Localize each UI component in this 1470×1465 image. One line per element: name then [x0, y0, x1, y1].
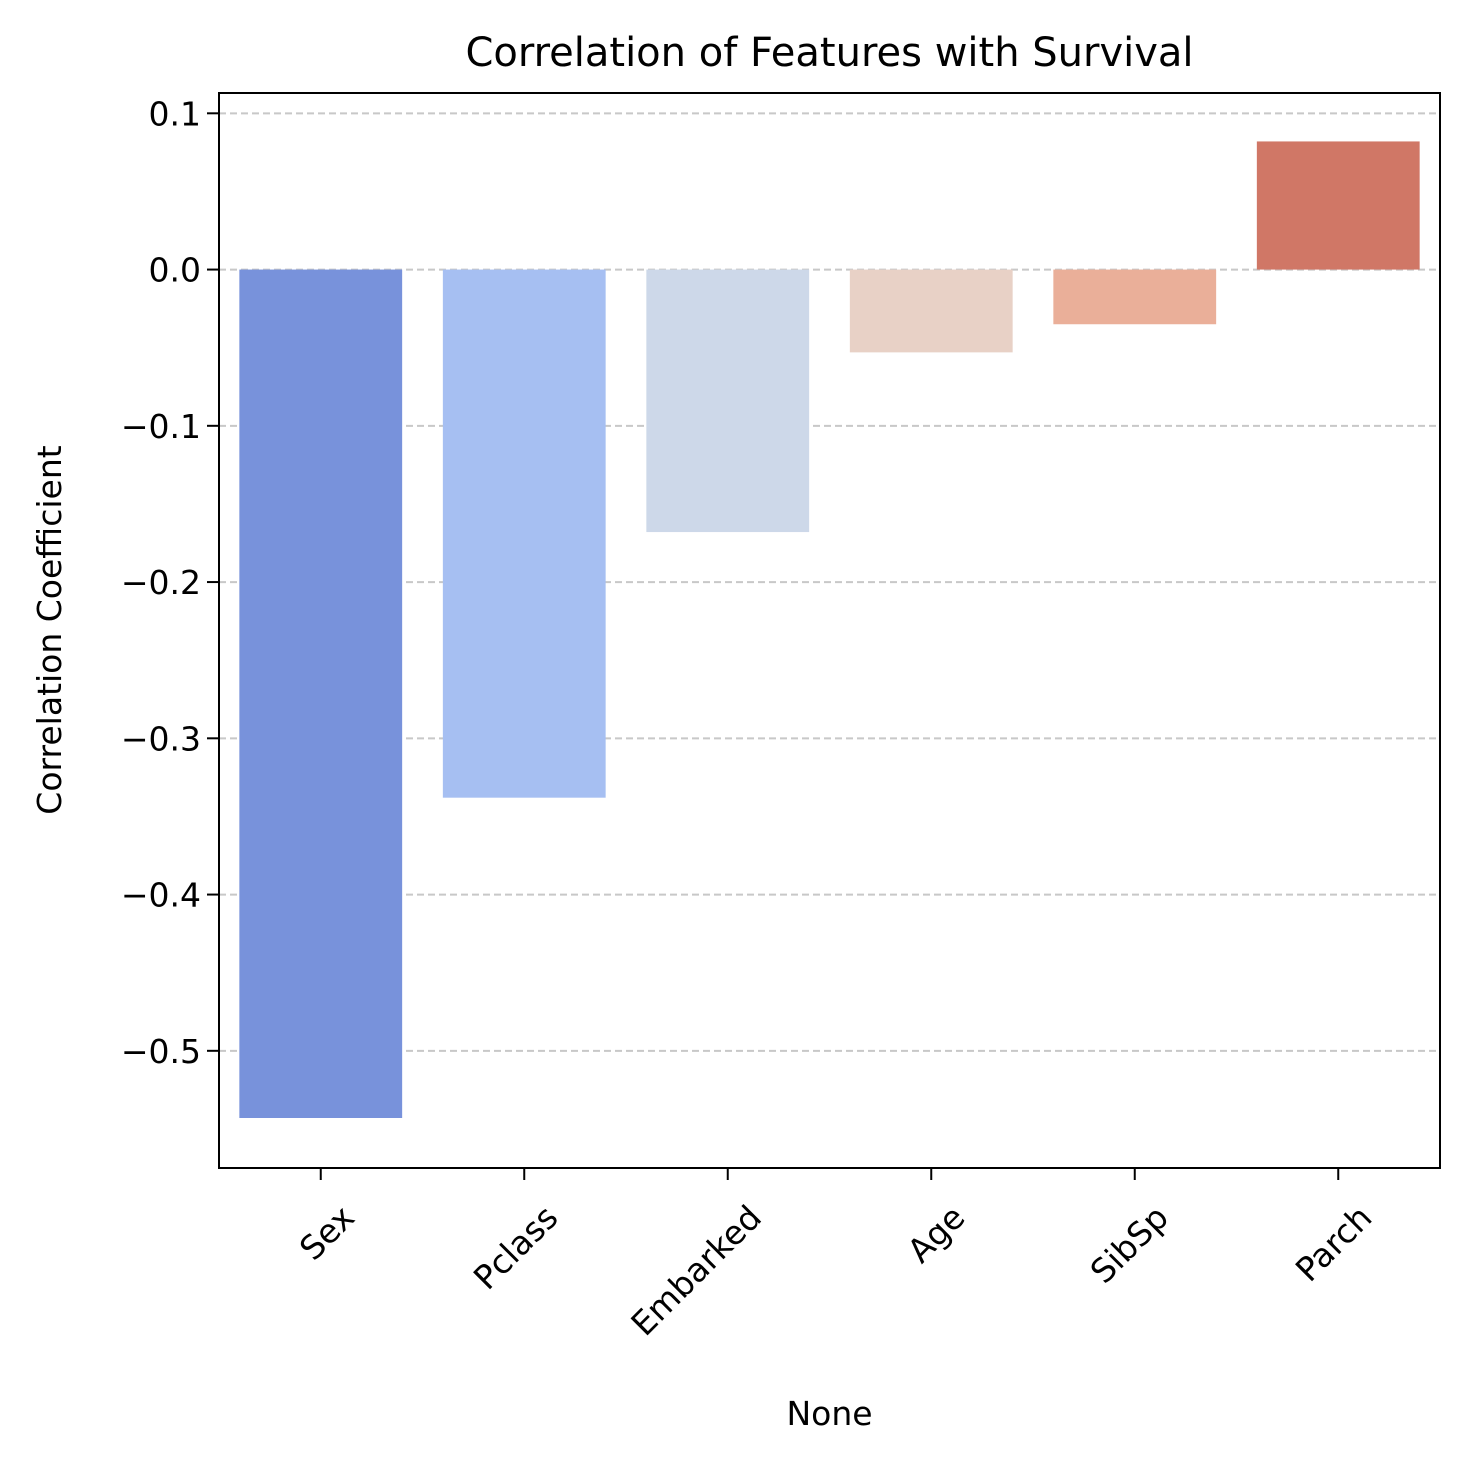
bar-sibsp	[1053, 269, 1217, 325]
chart-title: Correlation of Features with Survival	[465, 30, 1193, 76]
y-axis-title: Correlation Coefficient	[30, 445, 69, 814]
y-tick-label: 0.1	[149, 94, 201, 133]
y-tick-label: −0.1	[121, 407, 201, 446]
bar-embarked	[646, 269, 810, 533]
y-tick-label: −0.3	[121, 719, 201, 758]
y-tick-label: −0.5	[121, 1032, 201, 1071]
y-tick-label: −0.2	[121, 563, 201, 602]
grid-lines	[219, 112, 1440, 1052]
bar-sex	[239, 269, 403, 1118]
x-axis-title: None	[786, 1394, 872, 1433]
bars	[239, 141, 1420, 1118]
bar-age	[849, 269, 1013, 353]
bar-pclass	[442, 269, 606, 798]
bar-parch	[1256, 141, 1420, 270]
y-tick-label: 0.0	[149, 251, 201, 290]
y-axis: 0.1 0.0 −0.1 −0.2 −0.3 −0.4 −0.5	[121, 94, 219, 1071]
y-tick-label: −0.4	[121, 876, 201, 915]
plot-area-frame	[218, 92, 1441, 1169]
